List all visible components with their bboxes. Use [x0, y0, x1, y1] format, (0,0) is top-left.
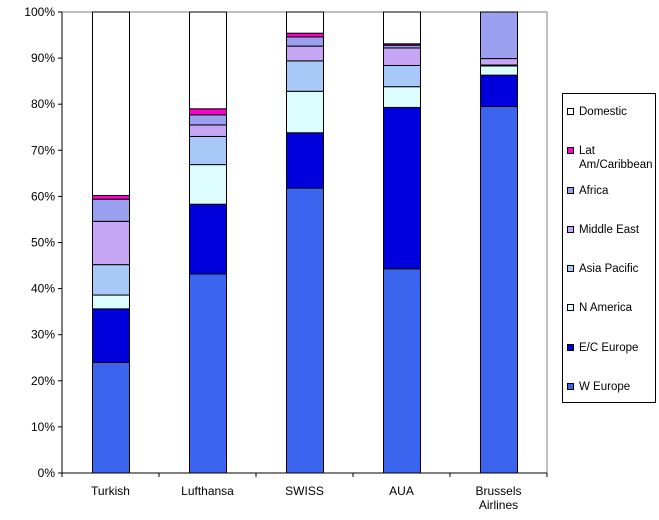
bar-segment-asia-pacific-swiss — [286, 60, 324, 92]
y-tick-label: 30% — [31, 328, 55, 342]
bar-segment-lat-am-caribbean-turkish — [92, 194, 130, 200]
bar-segment-w-europe-brussels-airlines — [480, 106, 518, 474]
y-tick-label: 20% — [31, 374, 55, 388]
bar-segment-e-c-europe-swiss — [286, 132, 324, 189]
bar-segment-asia-pacific-aua — [383, 64, 421, 88]
legend-label: Africa — [579, 185, 609, 197]
y-tick-label: 50% — [31, 236, 55, 250]
y-tick-label: 70% — [31, 143, 55, 157]
bar-segment-n-america-swiss — [286, 90, 324, 134]
legend-label: Asia Pacific — [579, 263, 639, 275]
legend-swatch — [567, 226, 574, 233]
bar-segment-n-america-aua — [383, 86, 421, 108]
legend: Domestic Lat Am/Caribbean Africa Middle East… — [562, 93, 656, 403]
x-tick-label: AUA — [389, 484, 414, 498]
x-tick-label: Brussels Airlines — [475, 484, 521, 512]
bar-segment-africa-brussels-airlines — [480, 11, 518, 60]
bar-segment-domestic-swiss — [286, 11, 324, 34]
legend-label: N America — [579, 302, 633, 314]
legend-label: Domestic — [579, 106, 627, 118]
bar-segment-domestic-turkish — [92, 11, 130, 196]
bar-segment-n-america-turkish — [92, 294, 130, 310]
x-tick-label: Turkish — [91, 484, 130, 498]
legend-swatch — [567, 344, 574, 351]
x-axis: Turkish Lufthansa SWISS AUA Brussels Airlines — [61, 472, 548, 512]
bar-segment-w-europe-lufthansa — [189, 273, 227, 474]
bar-segment-middle-east-swiss — [286, 45, 324, 62]
bar-segment-lat-am-caribbean-swiss — [286, 32, 324, 38]
legend-swatch — [567, 304, 574, 311]
bar-segment-e-c-europe-brussels-airlines — [480, 74, 518, 108]
bar-segment-middle-east-lufthansa — [189, 124, 227, 137]
bar-segment-africa-turkish — [92, 198, 130, 222]
x-tick-label: Lufthansa — [181, 484, 234, 498]
legend-swatch — [567, 108, 574, 115]
bar-segment-w-europe-turkish — [92, 361, 130, 474]
bar-segment-w-europe-swiss — [286, 187, 324, 474]
y-tick-label: 40% — [31, 282, 55, 296]
bar-segment-n-america-brussels-airlines — [480, 65, 518, 76]
x-tick-label: SWISS — [285, 484, 324, 498]
bars — [92, 11, 518, 474]
bar-segment-africa-swiss — [286, 36, 324, 47]
bar-segment-africa-lufthansa — [189, 114, 227, 126]
legend-swatch — [567, 147, 574, 154]
bar-segment-e-c-europe-lufthansa — [189, 203, 227, 275]
bar-segment-middle-east-brussels-airlines — [480, 58, 518, 66]
y-tick-label: 60% — [31, 189, 55, 203]
y-tick-label: 100% — [24, 5, 55, 19]
bar-segment-middle-east-turkish — [92, 220, 130, 266]
legend-label: W Europe — [579, 381, 631, 393]
bar-segment-domestic-aua — [383, 11, 421, 45]
y-tick-label: 10% — [31, 420, 55, 434]
legend-label: Middle East — [579, 224, 640, 236]
bar-segment-middle-east-aua — [383, 47, 421, 66]
bar-segment-domestic-lufthansa — [189, 11, 227, 110]
bar-segment-lat-am-caribbean-lufthansa — [189, 108, 227, 116]
legend-swatch — [567, 187, 574, 194]
bar-segment-n-america-lufthansa — [189, 164, 227, 205]
y-tick-label: 90% — [31, 51, 55, 65]
bar-segment-e-c-europe-aua — [383, 106, 421, 270]
legend-label: Lat Am/Caribbean — [579, 145, 653, 171]
bar-segment-e-c-europe-turkish — [92, 308, 130, 363]
legend-swatch — [567, 265, 574, 272]
bar-segment-w-europe-aua — [383, 268, 421, 474]
legend-label: E/C Europe — [579, 342, 639, 354]
bar-segment-asia-pacific-turkish — [92, 264, 130, 296]
y-tick-label: 0% — [38, 466, 56, 480]
legend-swatch — [567, 383, 574, 390]
bar-segment-asia-pacific-lufthansa — [189, 135, 227, 166]
y-tick-label: 80% — [31, 97, 55, 111]
